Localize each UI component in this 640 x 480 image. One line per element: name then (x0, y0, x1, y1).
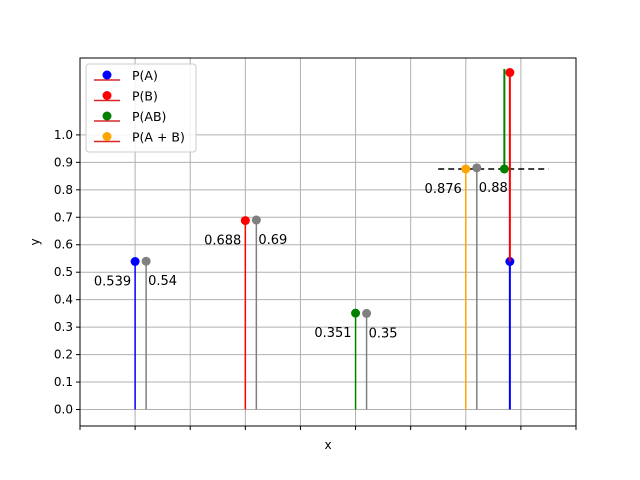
axis-ticks: 0.0 0.1 0.2 0.3 0.4 0.5 0.6 0.7 0.8 0.9 1.0 (54, 128, 577, 430)
y-tick-label: 0.1 (54, 375, 73, 389)
legend-marker (102, 70, 112, 80)
stem-marker (351, 308, 361, 318)
y-tick-label: 0.3 (54, 320, 73, 334)
stem-marker (141, 256, 151, 266)
grid (80, 58, 576, 426)
x-axis-label: x (324, 438, 331, 452)
data-label: 0.351 (314, 326, 351, 341)
data-label: 0.88 (479, 181, 508, 196)
data-label: 0.539 (94, 274, 131, 289)
data-label: 0.54 (148, 274, 177, 289)
legend-label: P(A + B) (132, 130, 185, 145)
legend-marker (102, 111, 112, 121)
y-tick-label: 0.4 (54, 293, 73, 307)
stem-marker (461, 164, 471, 174)
legend-box (85, 63, 197, 153)
y-tick-label: 0.5 (54, 265, 73, 279)
stem-marker (472, 163, 482, 173)
stacked-bar-marker (505, 68, 515, 78)
legend-label: P(A) (132, 68, 158, 83)
stem-marker (362, 308, 372, 318)
y-tick-label: 0.8 (54, 183, 73, 197)
legend-marker (102, 91, 112, 100)
data-label: 0.876 (425, 182, 462, 197)
y-tick-label: 0.7 (54, 210, 73, 224)
legend: P(A) P(B) P(AB) P(A + B) (85, 63, 197, 153)
data-label: 0.35 (369, 326, 398, 341)
data-label: 0.688 (204, 234, 241, 249)
plot-frame (79, 57, 577, 427)
y-tick-label: 0.0 (54, 403, 73, 417)
legend-marker (102, 132, 112, 141)
data-label: 0.69 (258, 233, 287, 248)
legend-label: P(B) (132, 89, 158, 104)
stem-marker (130, 256, 140, 266)
y-axis-label: y (28, 238, 42, 245)
stem-marker (240, 216, 250, 226)
stem-marker (251, 215, 261, 225)
stacked-bar-marker (499, 164, 509, 174)
stems (130, 163, 482, 410)
data-labels: 0.539 0.54 0.688 0.69 0.351 0.35 0.876 0.88 (94, 181, 508, 342)
y-tick-label: 0.6 (54, 238, 73, 252)
y-tick-label: 0.9 (54, 155, 73, 169)
stacked-bars (499, 68, 515, 410)
y-tick-label: 0.2 (54, 348, 73, 362)
y-tick-label: 1.0 (54, 128, 73, 142)
legend-label: P(AB) (132, 109, 166, 124)
